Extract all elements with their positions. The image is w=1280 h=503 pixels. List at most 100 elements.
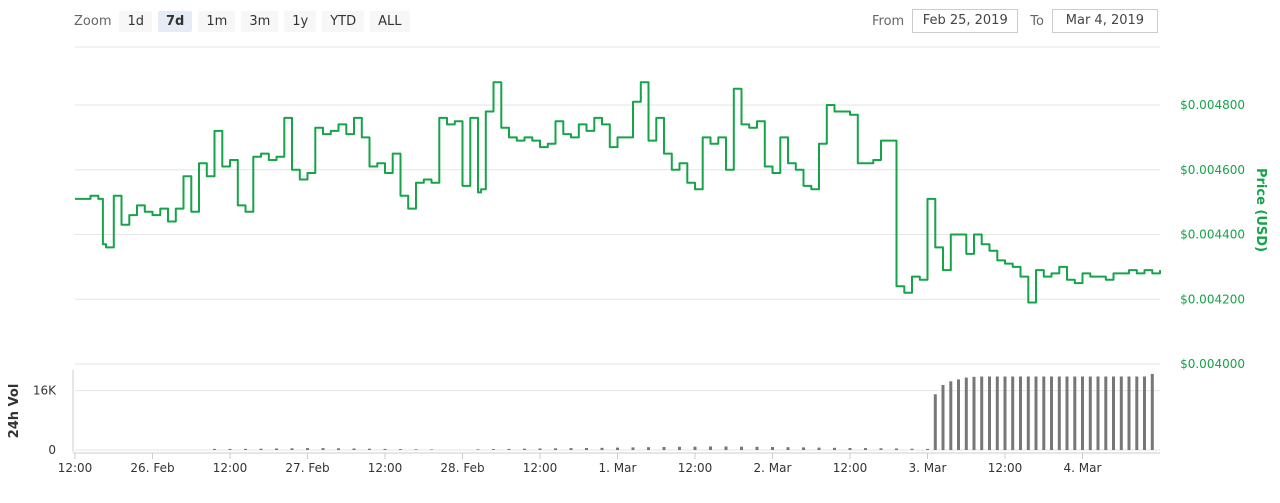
volume-tick-label: 0 (48, 443, 56, 457)
x-tick-label: 1. Mar (599, 461, 637, 475)
volume-bar (259, 448, 263, 450)
date-range: From Feb 25, 2019 To Mar 4, 2019 (872, 8, 1158, 34)
x-tick-label: 12:00 (368, 461, 403, 475)
to-label: To (1030, 13, 1044, 29)
volume-bar (786, 447, 790, 450)
volume-bar (1104, 376, 1108, 450)
volume-axis: 0 16K (33, 384, 57, 457)
x-tick-label: 12:00 (58, 461, 93, 475)
volume-bar (926, 448, 929, 450)
zoom-button-3m[interactable]: 3m (241, 10, 279, 32)
volume-bar (709, 446, 712, 450)
price-tick-label: $0.004200 (1180, 292, 1245, 306)
volume-bar (1003, 376, 1007, 450)
volume-bar (941, 385, 945, 450)
volume-bar (1127, 376, 1131, 450)
zoom-button-all[interactable]: ALL (370, 10, 410, 32)
volume-bar (476, 449, 480, 450)
volume-bars (213, 373, 1154, 450)
price-axis: $0.004000 $0.004200 $0.004400 $0.004600 $0.0… (1180, 98, 1245, 371)
volume-bar (600, 447, 604, 450)
volume-bar (662, 447, 666, 450)
volume-bar (1065, 376, 1069, 450)
volume-bar (910, 448, 914, 450)
volume-tick-label: 16K (33, 384, 57, 398)
volume-bar (964, 377, 968, 450)
volume-bar (1143, 376, 1146, 450)
volume-bar (337, 448, 340, 450)
volume-bar (1096, 376, 1100, 450)
to-date-input[interactable]: Mar 4, 2019 (1051, 9, 1158, 33)
x-tick-label: 4. Mar (1064, 461, 1102, 475)
zoom-button-1d[interactable]: 1d (119, 10, 153, 32)
zoom-button-1m[interactable]: 1m (198, 10, 236, 32)
volume-axis-title: 24h Vol (7, 384, 22, 439)
x-tick-label: 12:00 (678, 461, 713, 475)
volume-bar (1088, 376, 1092, 450)
volume-bar (507, 448, 511, 450)
volume-bar (895, 448, 898, 450)
volume-bar (693, 446, 697, 450)
volume-bar (383, 448, 387, 450)
volume-bar (492, 449, 495, 450)
zoom-button-1y[interactable]: 1y (284, 10, 317, 32)
x-tick-label: 3. Mar (909, 461, 947, 475)
volume-bar (647, 447, 650, 450)
volume-bar (802, 447, 805, 450)
volume-bar (1042, 376, 1046, 450)
x-tick-label: 12:00 (988, 461, 1023, 475)
volume-bar (1019, 376, 1022, 450)
volume-bar (585, 448, 588, 450)
volume-bar (957, 379, 960, 450)
volume-bar (1073, 376, 1077, 450)
volume-bar (933, 394, 937, 450)
zoom-button-ytd[interactable]: YTD (322, 10, 365, 32)
volume-bar (1011, 376, 1015, 450)
from-label: From (872, 13, 905, 29)
x-tick-label: 12:00 (213, 461, 248, 475)
zoom-button-7d[interactable]: 7d (158, 10, 193, 32)
x-tick-label: 28. Feb (440, 461, 484, 475)
volume-bar (949, 381, 953, 450)
volume-bar (399, 449, 402, 450)
volume-bar (879, 448, 883, 450)
volume-bar (1112, 376, 1115, 450)
volume-bar (1026, 376, 1030, 450)
volume-bar (244, 448, 247, 450)
volume-bar (616, 447, 619, 450)
volume-bar (213, 448, 216, 450)
volume-bar (414, 449, 418, 450)
volume-bar (988, 376, 991, 450)
volume-bar (833, 447, 836, 450)
volume-bar (755, 446, 759, 450)
volume-bar (864, 448, 867, 450)
volume-bar (678, 446, 681, 450)
volume-bar (1057, 376, 1061, 450)
volume-bar (817, 447, 821, 450)
price-tick-label: $0.004800 (1180, 98, 1245, 112)
volume-bar (980, 376, 984, 450)
x-axis: 12:00 26. Feb 12:00 27. Feb 12:00 28. Feb 12:0… (58, 452, 1160, 475)
volume-bar (995, 376, 999, 450)
price-tick-label: $0.004400 (1180, 228, 1245, 242)
price-line (75, 81, 1161, 304)
volume-bar (1135, 376, 1139, 450)
x-tick-label: 26. Feb (130, 461, 174, 475)
from-date-input[interactable]: Feb 25, 2019 (912, 9, 1019, 33)
volume-bar (523, 448, 526, 450)
volume-bar (1050, 376, 1053, 450)
volume-bar (1081, 376, 1084, 450)
volume-bar (368, 448, 371, 450)
volume-bar (306, 448, 309, 450)
volume-bar (228, 448, 232, 450)
volume-bar (321, 448, 325, 450)
price-tick-label: $0.004600 (1180, 163, 1245, 177)
price-tick-label: $0.004000 (1180, 357, 1245, 371)
zoom-label: Zoom (74, 13, 112, 29)
volume-bar (740, 446, 743, 450)
volume-bar (972, 376, 976, 450)
volume-bar (1150, 373, 1154, 450)
volume-bar (352, 448, 356, 450)
volume-bar (275, 448, 278, 450)
volume-bar (569, 448, 573, 450)
